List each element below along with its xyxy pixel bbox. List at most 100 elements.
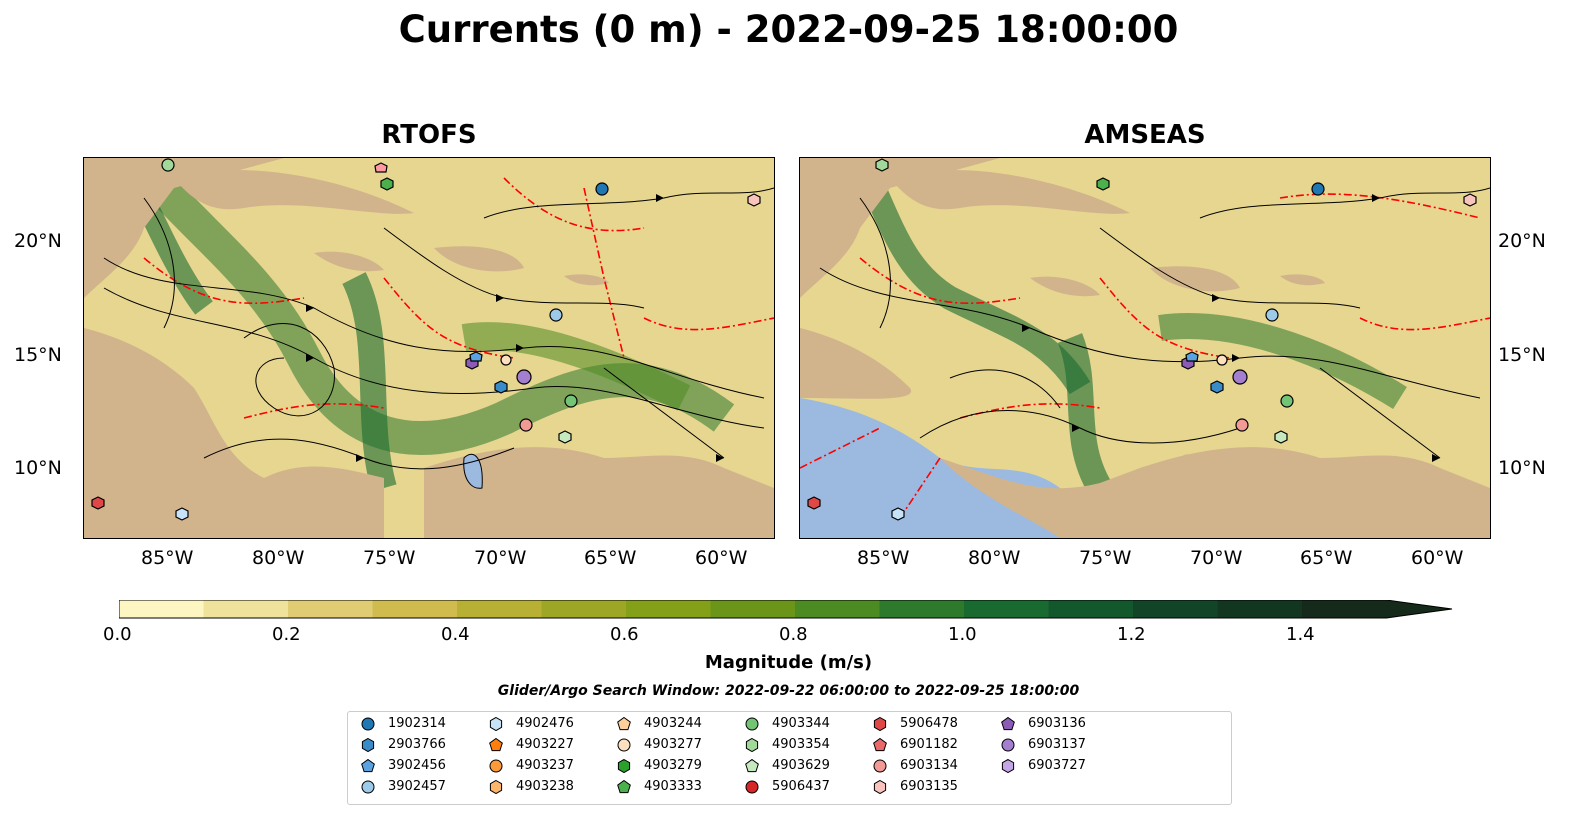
legend-item: 4903629 [744, 757, 830, 775]
colorbar-tick-1: 0.2 [272, 624, 301, 645]
legend-item: 4903354 [744, 736, 830, 754]
y-tick-left-20n: 20°N [14, 230, 62, 252]
circle-marker-icon [745, 780, 759, 794]
map-amseas-canvas [800, 158, 1490, 538]
hexagon-marker-icon [873, 716, 887, 732]
legend-item-label: 4903244 [644, 716, 702, 731]
colorbar-cell [203, 600, 289, 618]
legend: 1902314 2903766 3902456 3902457 4902476 49032… [347, 711, 1232, 805]
legend-item-label: 6903727 [1028, 758, 1086, 773]
legend-item-label: 6903136 [1028, 716, 1086, 731]
colorbar-tick-4: 0.8 [779, 624, 808, 645]
colorbar-cell [964, 600, 1049, 618]
legend-item: 6903134 [872, 757, 958, 775]
legend-item: 5906478 [872, 715, 958, 733]
legend-item-label: 4902476 [516, 716, 574, 731]
legend-item: 4902476 [488, 715, 574, 733]
legend-item-label: 3902457 [388, 779, 446, 794]
colorbar-cell [710, 600, 796, 618]
hexagon-marker-icon [489, 779, 503, 795]
pentagon-marker-icon [361, 758, 375, 773]
legend-item: 4903333 [616, 778, 702, 796]
search-window-text: Glider/Argo Search Window: 2022-09-22 06… [497, 683, 1080, 699]
colorbar-cell [372, 600, 458, 618]
legend-item-label: 4903344 [772, 716, 830, 731]
y-tick-left-10n: 10°N [14, 457, 62, 479]
legend-item-label: 4903333 [644, 779, 702, 794]
panel-title-amseas: AMSEAS [1084, 120, 1206, 150]
colorbar-cell [288, 600, 373, 618]
legend-item: 4903237 [488, 757, 574, 775]
map-rtofs-canvas [84, 158, 774, 538]
legend-item-label: 6903134 [900, 758, 958, 773]
hexagon-marker-icon [617, 758, 631, 774]
legend-item: 3902456 [360, 757, 446, 775]
legend-item: 4903279 [616, 757, 702, 775]
circle-marker-icon [361, 717, 375, 731]
legend-item: 6903135 [872, 778, 958, 796]
colorbar-tick-5: 1.0 [948, 624, 977, 645]
x-tick-right-75w: 75°W [1079, 547, 1132, 569]
hexagon-marker-icon [489, 716, 503, 732]
legend-item: 6903136 [1000, 715, 1086, 733]
legend-item-label: 5906437 [772, 779, 830, 794]
legend-item: 2903766 [360, 736, 446, 754]
legend-item: 5906437 [744, 778, 830, 796]
hexagon-marker-icon [873, 779, 887, 795]
y-tick-right-20n: 20°N [1498, 230, 1546, 252]
pentagon-marker-icon [745, 758, 759, 773]
colorbar-cell [541, 600, 627, 618]
legend-item: 4903277 [616, 736, 702, 754]
x-tick-left-60w: 60°W [695, 547, 748, 569]
legend-item-label: 3902456 [388, 758, 446, 773]
legend-item: 4903244 [616, 715, 702, 733]
legend-item-label: 4903227 [516, 737, 574, 752]
legend-item-label: 6901182 [900, 737, 958, 752]
colorbar-cell [1133, 600, 1218, 618]
circle-marker-icon [745, 717, 759, 731]
legend-item-label: 5906478 [900, 716, 958, 731]
circle-marker-icon [617, 738, 631, 752]
colorbar-cell [879, 600, 965, 618]
legend-item-label: 6903137 [1028, 737, 1086, 752]
circle-marker-icon [361, 780, 375, 794]
colorbar-cell [1217, 600, 1303, 618]
x-tick-left-70w: 70°W [474, 547, 527, 569]
x-tick-left-85w: 85°W [141, 547, 194, 569]
x-tick-right-70w: 70°W [1190, 547, 1243, 569]
colorbar [119, 600, 1453, 619]
legend-item: 1902314 [360, 715, 446, 733]
colorbar-label: Magnitude (m/s) [704, 652, 873, 673]
colorbar-outline [119, 600, 1453, 619]
colorbar-tick-7: 1.4 [1286, 624, 1315, 645]
pentagon-marker-icon [873, 737, 887, 752]
colorbar-cell [457, 600, 542, 618]
x-tick-left-65w: 65°W [584, 547, 637, 569]
colorbar-cell [626, 600, 711, 618]
colorbar-tick-6: 1.2 [1117, 624, 1146, 645]
pentagon-marker-icon [1001, 716, 1015, 731]
y-tick-right-15n: 15°N [1498, 344, 1546, 366]
pentagon-marker-icon [617, 716, 631, 731]
colorbar-tick-2: 0.4 [441, 624, 470, 645]
colorbar-tick-0: 0.0 [103, 624, 132, 645]
legend-item-label: 4903238 [516, 779, 574, 794]
pentagon-marker-icon [617, 779, 631, 794]
x-tick-right-80w: 80°W [968, 547, 1021, 569]
colorbar-cell [795, 600, 880, 618]
legend-item: 6903727 [1000, 757, 1086, 775]
x-tick-left-80w: 80°W [252, 547, 305, 569]
legend-item: 6903137 [1000, 736, 1086, 754]
y-tick-left-15n: 15°N [14, 344, 62, 366]
x-tick-right-65w: 65°W [1300, 547, 1353, 569]
legend-item-label: 4903279 [644, 758, 702, 773]
hexagon-marker-icon [745, 737, 759, 753]
legend-item-label: 1902314 [388, 716, 446, 731]
map-rtofs [83, 157, 775, 539]
colorbar-tick-3: 0.6 [610, 624, 639, 645]
legend-item-label: 4903277 [644, 737, 702, 752]
legend-item-label: 6903135 [900, 779, 958, 794]
figure-title: Currents (0 m) - 2022-09-25 18:00:00 [398, 8, 1179, 51]
circle-marker-icon [873, 759, 887, 773]
legend-item-label: 4903629 [772, 758, 830, 773]
